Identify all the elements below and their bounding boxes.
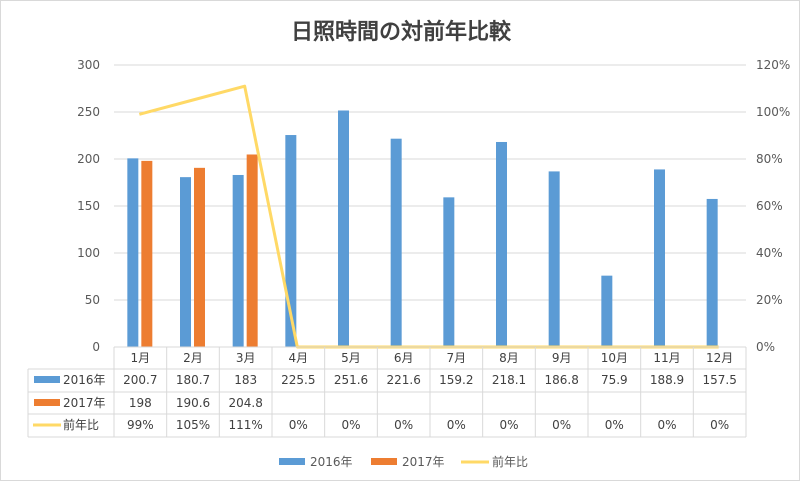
legend-label: 2016年 xyxy=(310,455,353,469)
bar-series1 xyxy=(654,169,665,347)
category-label: 5月 xyxy=(341,351,361,365)
bar-series1 xyxy=(338,110,349,347)
table-cell: 198 xyxy=(129,396,152,410)
table-cell: 221.6 xyxy=(386,373,420,387)
right-tick-label: 80% xyxy=(756,152,783,166)
table-cell: 0% xyxy=(552,418,571,432)
category-label: 12月 xyxy=(706,351,733,365)
table-cell: 204.8 xyxy=(228,396,262,410)
right-tick-label: 20% xyxy=(756,293,783,307)
table-cell: 180.7 xyxy=(176,373,210,387)
legend-key xyxy=(279,458,305,465)
bar-series1 xyxy=(601,275,613,347)
left-tick-label: 150 xyxy=(77,199,100,213)
bar-series2 xyxy=(246,154,258,347)
right-tick-label: 100% xyxy=(756,105,790,119)
table-cell: 0% xyxy=(499,418,518,432)
left-axis-ticks: 0 50 100 150 200 250 300 xyxy=(77,58,100,354)
table-cell: 159.2 xyxy=(439,373,473,387)
bar-series2 xyxy=(194,167,205,347)
bar-series1 xyxy=(443,197,455,347)
table-cell: 218.1 xyxy=(492,373,526,387)
bar-series1 xyxy=(548,171,560,347)
table-cell: 0% xyxy=(447,418,466,432)
table-cell: 186.8 xyxy=(544,373,578,387)
table-cell: 75.9 xyxy=(601,373,628,387)
table-legend-key xyxy=(34,376,60,383)
category-label: 4月 xyxy=(289,351,309,365)
table-cell: 157.5 xyxy=(702,373,736,387)
legend-label: 前年比 xyxy=(492,454,528,469)
category-label: 11月 xyxy=(653,351,680,365)
table-cell: 200.7 xyxy=(123,373,157,387)
category-label: 3月 xyxy=(236,351,256,365)
bar-series1 xyxy=(285,135,297,347)
table-cell: 0% xyxy=(394,418,413,432)
ratio-line xyxy=(138,84,719,349)
table-cell: 0% xyxy=(289,418,308,432)
gridlines xyxy=(114,64,746,301)
table-cell: 225.5 xyxy=(281,373,315,387)
right-axis-ticks: 0% 20% 40% 60% 80% 100% 120% xyxy=(756,58,790,354)
table-series-name: 前年比 xyxy=(63,417,99,432)
category-label: 6月 xyxy=(394,351,414,365)
table-cell: 251.6 xyxy=(334,373,368,387)
ratio-line-path xyxy=(138,84,719,349)
bar-series1 xyxy=(706,198,718,347)
bars xyxy=(127,110,718,347)
left-tick-label: 200 xyxy=(77,152,100,166)
bar-series2 xyxy=(141,160,153,347)
table-cell: 99% xyxy=(127,418,154,432)
table-cell: 0% xyxy=(657,418,676,432)
category-label: 10月 xyxy=(601,351,628,365)
table-cell: 190.6 xyxy=(176,396,210,410)
table-cell: 183 xyxy=(234,373,257,387)
left-tick-label: 300 xyxy=(77,58,100,72)
bar-series1 xyxy=(232,174,244,347)
table-cell: 0% xyxy=(341,418,360,432)
left-tick-label: 250 xyxy=(77,105,100,119)
right-tick-label: 40% xyxy=(756,246,783,260)
table-cell: 0% xyxy=(710,418,729,432)
table-cell: 111% xyxy=(229,418,263,432)
category-label: 1月 xyxy=(131,351,151,365)
legend: 2016年 2017年 前年比 xyxy=(279,454,528,469)
category-label: 2月 xyxy=(183,351,203,365)
category-label: 7月 xyxy=(447,351,467,365)
right-tick-label: 60% xyxy=(756,199,783,213)
bar-series1 xyxy=(496,141,507,347)
right-tick-label: 0% xyxy=(756,340,775,354)
table-series-name: 2016年 xyxy=(63,373,106,387)
category-label: 8月 xyxy=(499,351,519,365)
bar-series1 xyxy=(390,138,402,347)
table-series-name: 2017年 xyxy=(63,396,106,410)
category-label: 9月 xyxy=(552,351,572,365)
legend-key xyxy=(371,458,397,465)
bar-series1 xyxy=(127,158,139,347)
left-tick-label: 0 xyxy=(92,340,100,354)
right-tick-label: 120% xyxy=(756,58,790,72)
chart-title: 日照時間の対前年比較 xyxy=(291,19,512,45)
table-cell: 188.9 xyxy=(650,373,684,387)
data-table: 1月 2月 3月 4月 5月 6月 7月 8月 9月 10月 11月 12月 2016年 200.7 180… xyxy=(27,346,747,438)
bar-series1 xyxy=(180,177,191,347)
table-cell: 0% xyxy=(605,418,624,432)
left-tick-label: 50 xyxy=(85,293,100,307)
table-legend-key xyxy=(34,399,60,406)
legend-label: 2017年 xyxy=(402,455,445,469)
table-cell: 105% xyxy=(176,418,210,432)
left-tick-label: 100 xyxy=(77,246,100,260)
